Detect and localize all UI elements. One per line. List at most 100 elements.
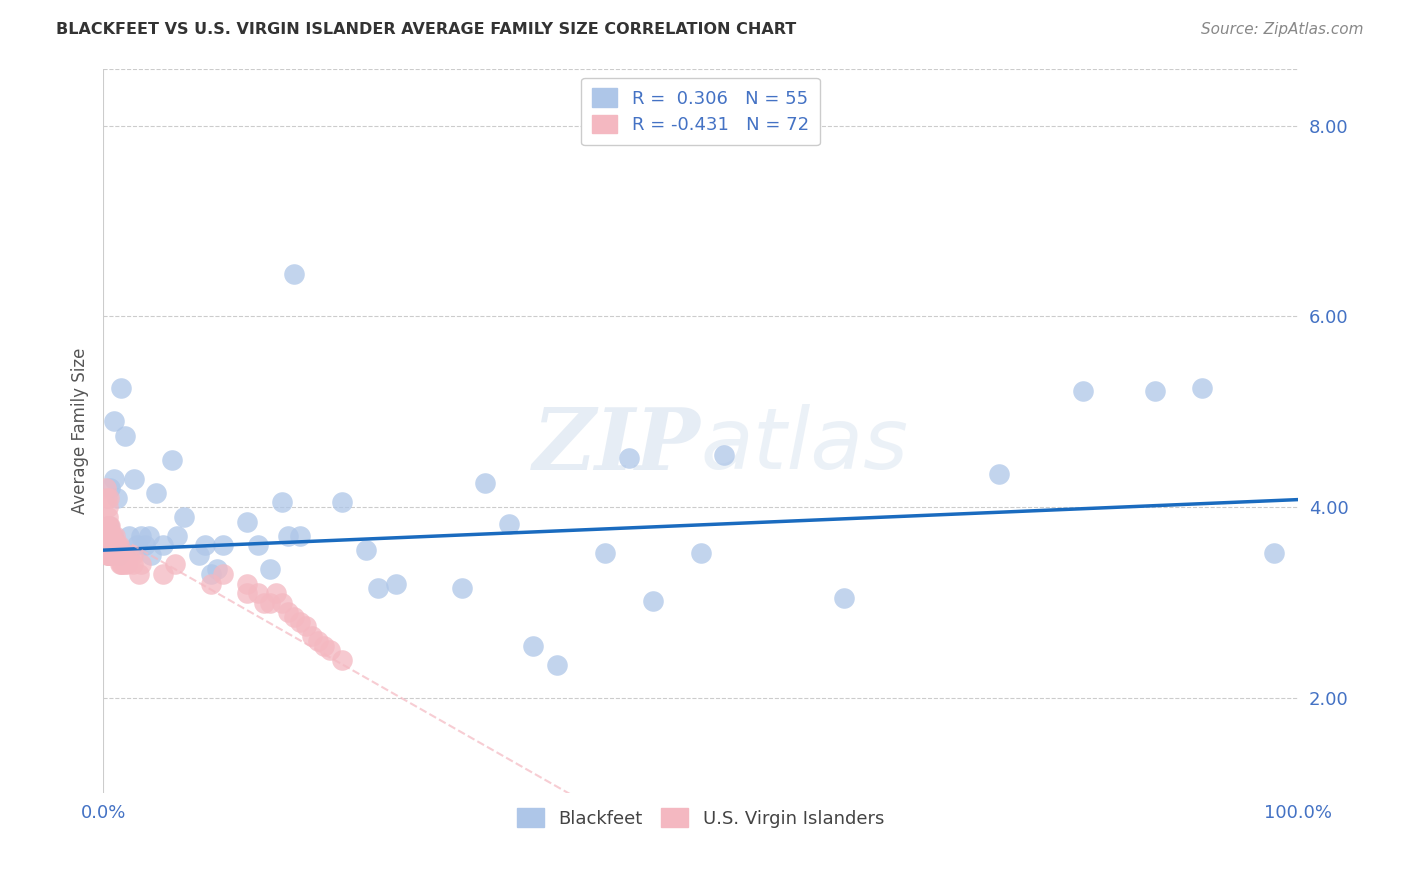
Point	[107, 538, 129, 552]
Point	[104, 538, 127, 552]
Point	[107, 548, 129, 562]
Point	[103, 472, 125, 486]
Point	[1191, 381, 1213, 395]
Point	[100, 548, 122, 562]
Point	[247, 538, 270, 552]
Point	[173, 509, 195, 524]
Point	[96, 548, 118, 562]
Point	[98, 529, 121, 543]
Point	[152, 566, 174, 581]
Point	[122, 472, 145, 486]
Point	[101, 538, 124, 552]
Point	[162, 452, 184, 467]
Point	[100, 548, 122, 562]
Point	[96, 538, 118, 552]
Point	[200, 576, 222, 591]
Point	[122, 558, 145, 572]
Point	[247, 586, 270, 600]
Point	[98, 519, 121, 533]
Point	[1071, 384, 1094, 398]
Point	[187, 548, 209, 562]
Point	[235, 515, 257, 529]
Point	[97, 509, 120, 524]
Point	[211, 566, 233, 581]
Point	[474, 476, 496, 491]
Text: BLACKFEET VS U.S. VIRGIN ISLANDER AVERAGE FAMILY SIZE CORRELATION CHART: BLACKFEET VS U.S. VIRGIN ISLANDER AVERAG…	[56, 22, 796, 37]
Point	[96, 519, 118, 533]
Point	[98, 548, 121, 562]
Point	[103, 538, 125, 552]
Point	[105, 548, 128, 562]
Point	[593, 546, 616, 560]
Point	[94, 538, 117, 552]
Point	[271, 596, 294, 610]
Point	[122, 548, 145, 562]
Point	[546, 657, 568, 672]
Point	[103, 414, 125, 428]
Point	[290, 529, 312, 543]
Point	[107, 548, 129, 562]
Point	[98, 519, 121, 533]
Point	[314, 639, 336, 653]
Point	[450, 582, 472, 596]
Point	[128, 566, 150, 581]
Point	[139, 548, 162, 562]
Point	[1263, 546, 1285, 560]
Point	[200, 566, 222, 581]
Point	[97, 500, 120, 515]
Point	[641, 593, 664, 607]
Point	[301, 629, 323, 643]
Point	[110, 548, 132, 562]
Point	[101, 548, 124, 562]
Legend: Blackfeet, U.S. Virgin Islanders: Blackfeet, U.S. Virgin Islanders	[510, 801, 891, 835]
Point	[100, 538, 122, 552]
Point	[253, 596, 276, 610]
Point	[330, 653, 353, 667]
Point	[125, 538, 148, 552]
Point	[271, 495, 294, 509]
Point	[108, 558, 131, 572]
Point	[101, 529, 124, 543]
Point	[107, 491, 129, 505]
Point	[97, 529, 120, 543]
Point	[98, 538, 121, 552]
Point	[131, 529, 153, 543]
Point	[115, 558, 138, 572]
Point	[98, 548, 121, 562]
Point	[114, 548, 136, 562]
Point	[98, 481, 121, 495]
Point	[385, 576, 408, 591]
Point	[145, 486, 167, 500]
Text: atlas: atlas	[700, 404, 908, 487]
Point	[498, 517, 520, 532]
Point	[266, 586, 288, 600]
Point	[713, 448, 735, 462]
Point	[259, 562, 281, 576]
Point	[131, 558, 153, 572]
Point	[97, 548, 120, 562]
Point	[290, 615, 312, 629]
Point	[94, 481, 117, 495]
Point	[277, 605, 299, 619]
Point	[114, 558, 136, 572]
Point	[111, 558, 134, 572]
Point	[98, 548, 121, 562]
Point	[107, 548, 129, 562]
Text: Source: ZipAtlas.com: Source: ZipAtlas.com	[1201, 22, 1364, 37]
Point	[105, 538, 128, 552]
Point	[617, 450, 640, 465]
Point	[277, 529, 299, 543]
Point	[194, 538, 217, 552]
Point	[235, 576, 257, 591]
Point	[103, 548, 125, 562]
Y-axis label: Average Family Size: Average Family Size	[72, 348, 89, 514]
Point	[354, 543, 377, 558]
Point	[330, 495, 353, 509]
Point	[98, 548, 121, 562]
Point	[988, 467, 1011, 481]
Point	[96, 491, 118, 505]
Point	[367, 582, 389, 596]
Point	[107, 538, 129, 552]
Point	[832, 591, 855, 605]
Text: ZIP: ZIP	[533, 404, 700, 487]
